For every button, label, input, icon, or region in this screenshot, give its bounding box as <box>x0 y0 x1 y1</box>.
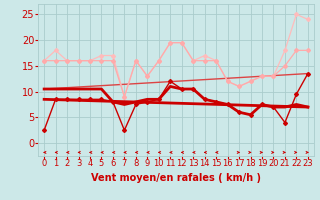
X-axis label: Vent moyen/en rafales ( km/h ): Vent moyen/en rafales ( km/h ) <box>91 173 261 183</box>
